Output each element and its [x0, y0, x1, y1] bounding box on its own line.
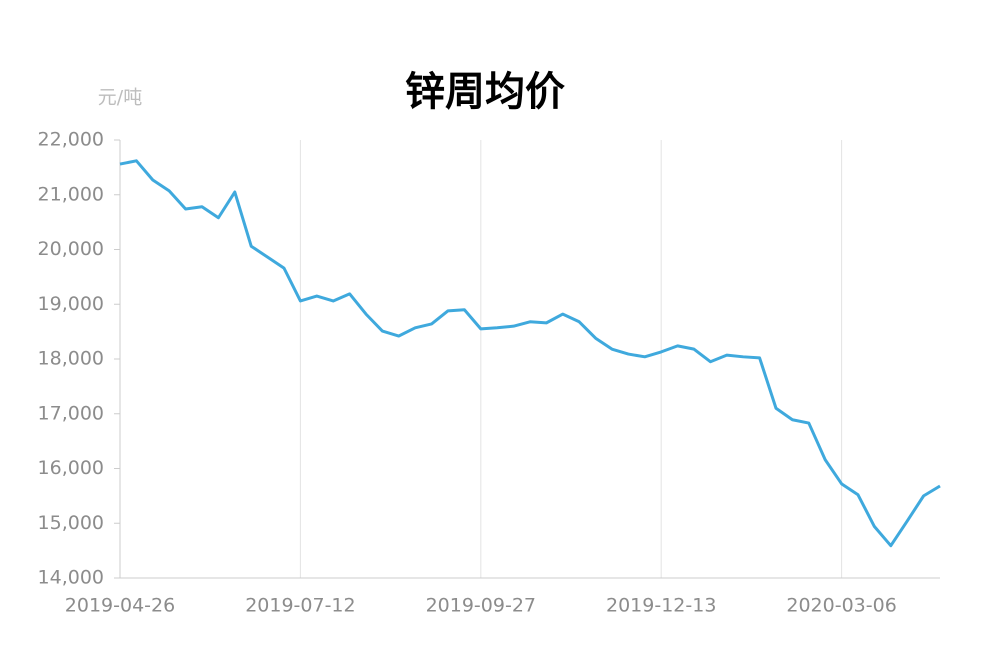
x-tick-label: 2019-07-12	[245, 595, 355, 617]
x-tick-label: 2019-12-13	[606, 595, 716, 617]
y-tick-label: 22,000	[38, 129, 104, 151]
y-tick-label: 16,000	[38, 457, 104, 479]
y-tick-label: 19,000	[38, 293, 104, 315]
y-tick-label: 20,000	[38, 238, 104, 260]
x-tick-label: 2019-04-26	[65, 595, 175, 617]
y-tick-label: 17,000	[38, 402, 104, 424]
line-series	[119, 159, 941, 548]
chart-title: 锌周均价	[405, 69, 565, 115]
y-tick-label: 21,000	[38, 183, 104, 205]
y-axis-label: 元/吨	[98, 87, 142, 109]
x-tick-label: 2019-09-27	[426, 595, 536, 617]
y-tick-label: 15,000	[38, 512, 104, 534]
y-tick-label: 18,000	[38, 348, 104, 370]
y-tick-label: 14,000	[38, 567, 104, 589]
x-tick-label: 2020-03-06	[786, 595, 896, 617]
